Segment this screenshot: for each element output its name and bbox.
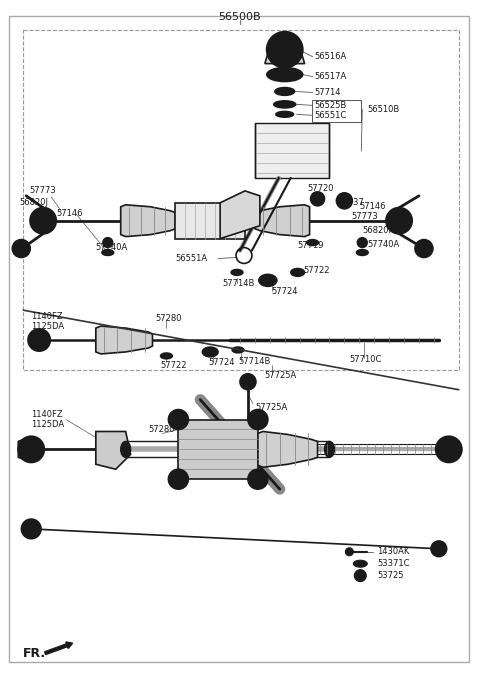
Text: 57714B: 57714B: [222, 279, 254, 288]
Circle shape: [103, 237, 113, 248]
Text: 1125DA: 1125DA: [31, 420, 64, 429]
Circle shape: [279, 44, 291, 56]
Text: 57773: 57773: [29, 186, 56, 195]
Polygon shape: [220, 191, 260, 239]
Circle shape: [28, 329, 50, 351]
Circle shape: [21, 519, 41, 539]
Text: 57724: 57724: [208, 358, 235, 368]
Circle shape: [33, 334, 45, 346]
Bar: [175, 203, 245, 239]
Ellipse shape: [353, 560, 367, 567]
FancyArrow shape: [45, 642, 72, 655]
Text: 1430AK: 1430AK: [377, 547, 409, 557]
Text: 56551A: 56551A: [175, 254, 207, 263]
Text: 57725A: 57725A: [265, 371, 297, 381]
Text: 56525B: 56525B: [314, 101, 347, 110]
Circle shape: [386, 208, 412, 234]
Polygon shape: [258, 432, 318, 467]
Text: 56820H: 56820H: [362, 226, 395, 235]
Circle shape: [436, 436, 462, 462]
Text: 56516A: 56516A: [314, 52, 347, 61]
Ellipse shape: [274, 101, 296, 108]
Text: 57722: 57722: [304, 266, 330, 275]
Ellipse shape: [324, 441, 335, 458]
Polygon shape: [255, 205, 310, 237]
Circle shape: [336, 193, 352, 209]
Circle shape: [311, 192, 324, 206]
Text: 57280: 57280: [156, 314, 182, 323]
Circle shape: [273, 38, 297, 61]
Text: 57724: 57724: [272, 287, 298, 296]
Text: 57146: 57146: [360, 203, 386, 211]
Text: 57740A: 57740A: [367, 240, 399, 249]
Text: 56500B: 56500B: [219, 12, 261, 22]
Text: FR.: FR.: [23, 647, 47, 659]
Circle shape: [392, 213, 406, 228]
Ellipse shape: [275, 87, 295, 95]
Ellipse shape: [160, 353, 172, 359]
Ellipse shape: [231, 269, 243, 276]
Text: 57714: 57714: [314, 88, 341, 97]
Circle shape: [168, 410, 188, 430]
Circle shape: [248, 469, 268, 489]
Circle shape: [357, 237, 367, 248]
Text: 57710C: 57710C: [349, 355, 382, 364]
Text: 57280: 57280: [148, 425, 175, 434]
Text: 53371C: 53371C: [377, 559, 410, 568]
Circle shape: [267, 32, 302, 68]
Circle shape: [415, 239, 433, 258]
Circle shape: [12, 239, 30, 258]
Ellipse shape: [120, 441, 131, 458]
Polygon shape: [96, 326, 153, 354]
Text: 56510B: 56510B: [367, 105, 399, 114]
Text: 57146: 57146: [56, 209, 83, 218]
Circle shape: [354, 569, 366, 582]
Circle shape: [240, 374, 256, 389]
Circle shape: [248, 410, 268, 430]
Polygon shape: [120, 205, 175, 237]
Ellipse shape: [356, 250, 368, 256]
Bar: [255, 123, 329, 178]
Text: 56517A: 56517A: [314, 72, 347, 81]
Circle shape: [24, 443, 38, 456]
Text: 56820J: 56820J: [19, 198, 48, 207]
Polygon shape: [96, 432, 131, 469]
Text: 56551C: 56551C: [314, 110, 347, 120]
Ellipse shape: [202, 347, 218, 357]
Text: 53725: 53725: [377, 571, 404, 580]
Ellipse shape: [276, 111, 294, 117]
Ellipse shape: [291, 269, 305, 276]
Text: 57722: 57722: [160, 361, 187, 370]
Ellipse shape: [102, 250, 114, 256]
Text: 57714B: 57714B: [238, 357, 270, 366]
Ellipse shape: [267, 68, 302, 82]
Ellipse shape: [259, 274, 277, 286]
Ellipse shape: [232, 347, 244, 353]
Polygon shape: [265, 54, 305, 63]
Text: 57773: 57773: [351, 212, 378, 221]
Ellipse shape: [307, 239, 319, 246]
Circle shape: [30, 208, 56, 234]
Circle shape: [431, 541, 447, 557]
Circle shape: [168, 469, 188, 489]
Text: 57720: 57720: [308, 184, 334, 194]
Text: 1140FZ: 1140FZ: [31, 410, 63, 419]
Bar: [179, 419, 258, 479]
Bar: [312, 100, 361, 122]
Text: 57725A: 57725A: [255, 403, 287, 412]
Text: 1125DA: 1125DA: [31, 322, 64, 331]
Circle shape: [346, 548, 353, 556]
Text: 57719: 57719: [298, 241, 324, 250]
Circle shape: [18, 436, 44, 462]
Ellipse shape: [275, 70, 295, 78]
Circle shape: [36, 213, 50, 228]
Polygon shape: [18, 436, 31, 462]
Text: 57737: 57737: [337, 198, 364, 207]
Text: 1140FZ: 1140FZ: [31, 312, 63, 321]
Text: 57740A: 57740A: [96, 243, 128, 252]
